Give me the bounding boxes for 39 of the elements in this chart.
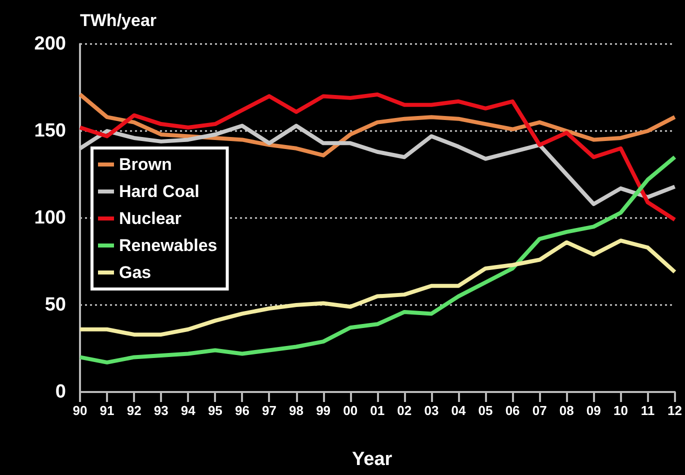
- x-tick-label: 00: [343, 403, 358, 418]
- line-series: [78, 92, 677, 158]
- y-axis-title: TWh/year: [80, 11, 157, 30]
- x-tick-label: 05: [478, 403, 493, 418]
- legend-label: Brown: [119, 155, 172, 174]
- legend-label: Gas: [119, 263, 152, 282]
- y-tick-label: 50: [44, 294, 66, 316]
- line-series: [78, 155, 677, 364]
- x-tick-label: 08: [559, 403, 574, 418]
- x-tick-label: 06: [505, 403, 520, 418]
- line-series: [78, 124, 677, 206]
- x-tick-label: 11: [640, 403, 655, 418]
- x-tick-label: 99: [316, 403, 331, 418]
- y-tick-label: 100: [34, 208, 66, 228]
- x-tick-label: 04: [451, 403, 466, 418]
- y-tick-label: 0: [55, 382, 66, 402]
- x-tick-label: 09: [586, 403, 601, 418]
- x-tick-label: 93: [154, 403, 168, 418]
- x-tick-label: 01: [370, 403, 385, 418]
- x-tick-label: 95: [208, 403, 222, 418]
- x-tick-label: 02: [397, 403, 412, 418]
- x-tick-label: 97: [262, 403, 276, 418]
- y-tick-label: 200: [34, 34, 66, 54]
- x-tick-label: 10: [613, 403, 628, 418]
- x-tick-label: 92: [126, 403, 142, 418]
- line-series: [78, 238, 677, 337]
- x-axis-title: Year: [352, 449, 393, 470]
- x-tick-label: 98: [289, 403, 304, 418]
- x-tick-label: 94: [180, 403, 196, 418]
- x-tick-label: 90: [72, 403, 88, 418]
- legend-label: Hard Coal: [119, 182, 200, 201]
- x-tick-label: 07: [532, 403, 547, 418]
- x-tick-label: 96: [234, 403, 250, 418]
- x-tick-label: 12: [668, 403, 682, 418]
- legend-label: Renewables: [119, 236, 218, 255]
- x-tick-label: 03: [424, 403, 439, 418]
- legend-label: Nuclear: [119, 209, 182, 228]
- x-tick-label: 91: [100, 403, 114, 418]
- y-tick-label: 150: [34, 120, 66, 142]
